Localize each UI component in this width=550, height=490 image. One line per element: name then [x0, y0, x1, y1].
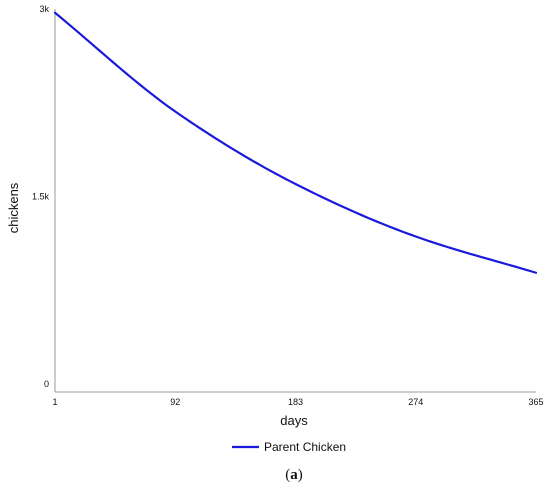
caption-close: )	[298, 467, 303, 483]
y-tick-label: 0	[44, 379, 49, 389]
x-tick-label: 274	[408, 397, 423, 407]
y-tick-label: 3k	[39, 4, 49, 14]
y-tick-labels: 0 1.5k 3k	[32, 4, 50, 389]
series-line-parent-chicken	[53, 11, 538, 274]
x-tick-label: 92	[170, 397, 180, 407]
figure-caption: (a)	[285, 467, 303, 483]
x-tick-label: 1	[52, 397, 57, 407]
x-tick-labels: 1 92 183 274 365	[52, 397, 543, 407]
caption-letter: a	[290, 467, 298, 483]
y-axis-title: chickens	[6, 182, 21, 233]
x-tick-label: 365	[528, 397, 543, 407]
legend-label-parent-chicken: Parent Chicken	[264, 440, 346, 454]
axes	[54, 9, 536, 393]
x-tick-label: 183	[288, 397, 303, 407]
legend: Parent Chicken	[232, 440, 346, 454]
x-axis-title: days	[280, 413, 308, 428]
caption-open: (	[285, 467, 290, 483]
y-tick-label: 1.5k	[32, 192, 50, 202]
